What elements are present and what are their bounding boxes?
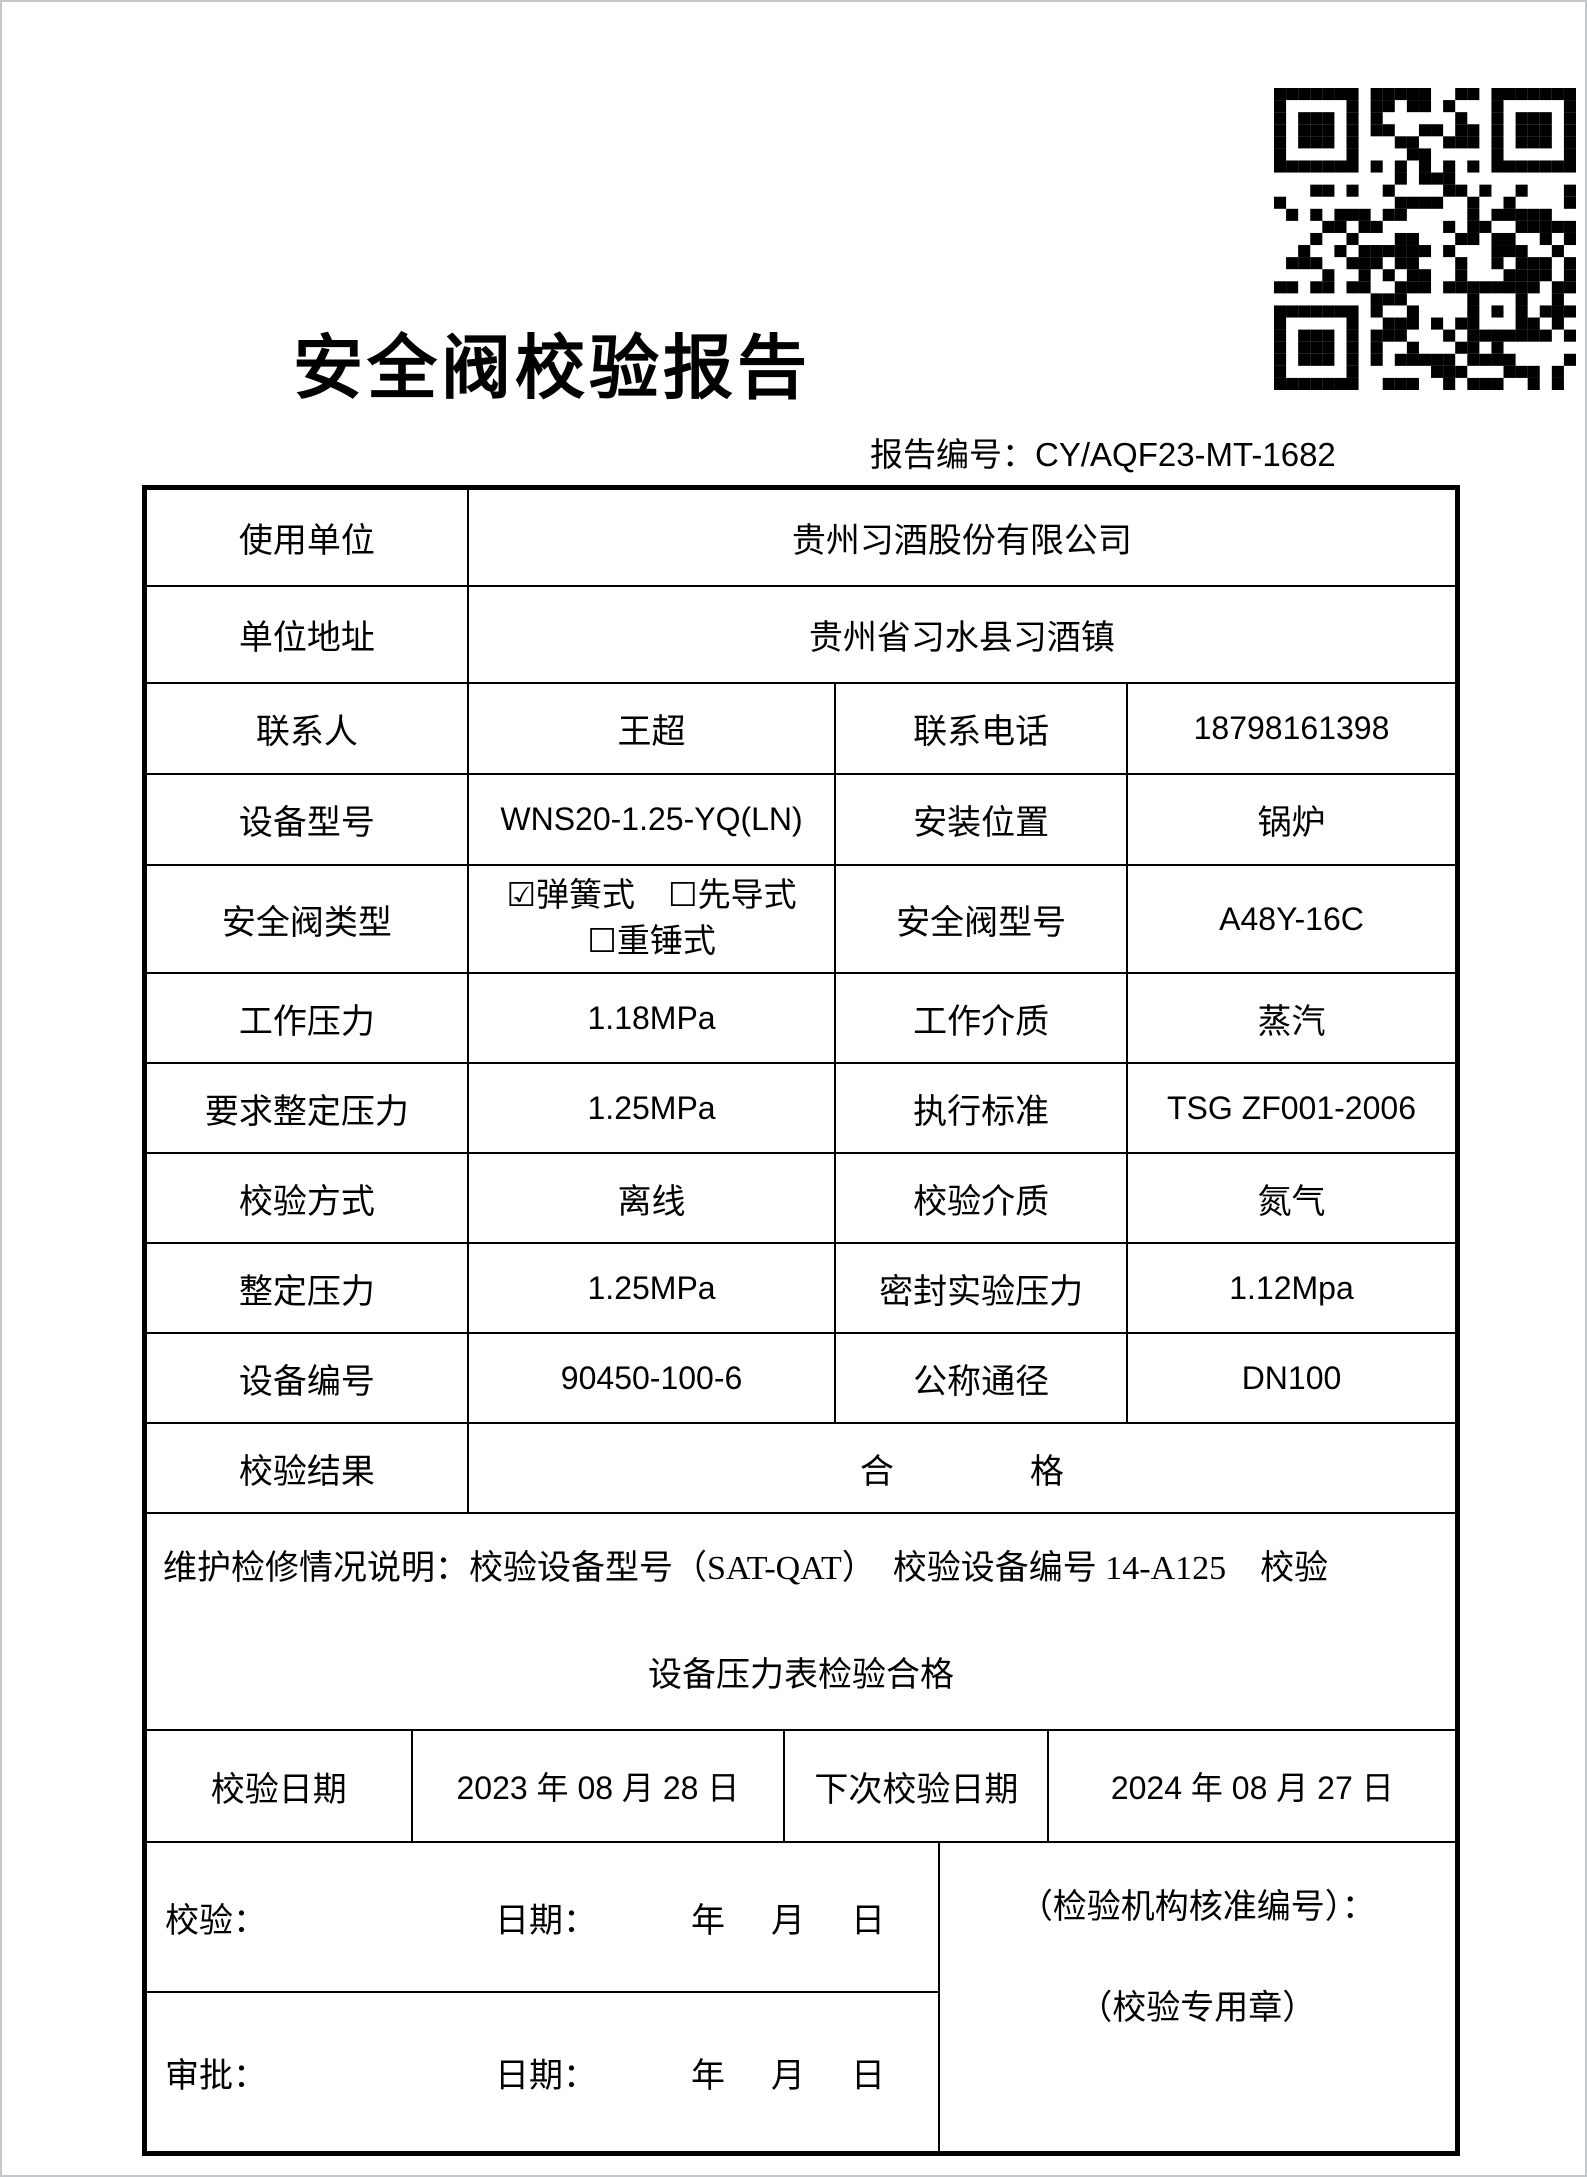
row-maintenance: 维护检修情况说明：校验设备型号（SAT-QAT） 校验设备编号 14-A125 … <box>147 1514 1455 1731</box>
approver-label: 审批： <box>165 2057 267 2095</box>
row-result: 校验结果 合 格 <box>147 1424 1455 1514</box>
seal-test-pressure-label: 密封实验压力 <box>836 1244 1128 1332</box>
phone-value: 18798161398 <box>1193 710 1390 746</box>
install-position-label: 安装位置 <box>836 775 1128 864</box>
required-set-pressure-value: 1.25MPa <box>469 1064 837 1152</box>
approver-ymd: 年 月 日 <box>691 2057 891 2095</box>
set-pressure-value: 1.25MPa <box>469 1244 837 1332</box>
verifier-sign-line: 校验： 日期： 年 月 日 <box>147 1843 938 1993</box>
page-title: 安全阀校验报告 <box>293 331 811 408</box>
row-set-pressure: 整定压力 1.25MPa 密封实验压力 1.12Mpa <box>147 1244 1455 1334</box>
calibration-method-label: 校验方式 <box>147 1154 469 1242</box>
next-calibration-date-value: 2024 年 08 月 27 日 <box>1110 1770 1394 1806</box>
maintenance-note: 维护检修情况说明：校验设备型号（SAT-QAT） 校验设备编号 14-A125 … <box>147 1514 1455 1729</box>
result-value: 合 格 <box>859 1453 1064 1491</box>
stamp-approval-no: （检验机构核准编号）： <box>1018 1889 1376 1926</box>
row-signoff: 校验： 日期： 年 月 日 审批： 日期： 年 月 日 （检验机构核准编号）： … <box>147 1843 1455 2151</box>
row-required-set-pressure: 要求整定压力 1.25MPa 执行标准 TSG ZF001-2006 <box>147 1064 1455 1154</box>
working-medium-value: 蒸汽 <box>1257 1003 1326 1041</box>
contact-value: 王超 <box>469 684 837 773</box>
standard-label: 执行标准 <box>836 1064 1128 1152</box>
calibration-method-value: 离线 <box>469 1154 837 1242</box>
row-usage-unit: 使用单位 贵州习酒股份有限公司 <box>147 490 1455 587</box>
verifier-ymd: 年 月 日 <box>691 1902 891 1940</box>
contact-label: 联系人 <box>147 684 469 773</box>
unit-address-value: 贵州省习水县习酒镇 <box>808 620 1115 657</box>
maintenance-line2: 设备压力表检验合格 <box>648 1657 954 1694</box>
report-table: 使用单位 贵州习酒股份有限公司 单位地址 贵州省习水县习酒镇 联系人 王超 联系… <box>142 485 1460 2156</box>
seal-test-pressure-value: 1.12Mpa <box>1229 1269 1354 1306</box>
nominal-diameter-label: 公称通径 <box>836 1334 1128 1422</box>
usage-unit-value: 贵州习酒股份有限公司 <box>791 523 1132 560</box>
device-no-value: 90450-100-6 <box>469 1334 837 1422</box>
device-model-value: WNS20-1.25-YQ(LN) <box>469 775 837 864</box>
valve-type-option-line2: ☐重锤式 <box>587 924 716 960</box>
valve-model-value: A48Y-16C <box>1219 900 1364 937</box>
verifier-date-label: 日期： <box>495 1902 597 1940</box>
install-position-value: 锅炉 <box>1257 805 1326 842</box>
row-unit-address: 单位地址 贵州省习水县习酒镇 <box>147 587 1455 684</box>
nominal-diameter-value: DN100 <box>1241 1359 1342 1396</box>
working-pressure-value: 1.18MPa <box>469 974 837 1062</box>
verifier-label: 校验： <box>165 1902 267 1940</box>
signoff-left-block: 校验： 日期： 年 月 日 审批： 日期： 年 月 日 <box>147 1843 940 2151</box>
row-valve-type: 安全阀类型 ☑弹簧式 ☐先导式 ☐重锤式 安全阀型号 A48Y-16C <box>147 866 1455 974</box>
valve-type-option-line1: ☑弹簧式 ☐先导式 <box>506 877 797 914</box>
result-label: 校验结果 <box>147 1424 469 1512</box>
calibration-medium-label: 校验介质 <box>836 1154 1128 1242</box>
set-pressure-label: 整定压力 <box>147 1244 469 1332</box>
report-number: 报告编号：CY/AQF23-MT-1682 <box>870 428 1336 476</box>
stamp-area: （检验机构核准编号）： （校验专用章） <box>940 1843 1455 2151</box>
calibration-medium-value: 氮气 <box>1257 1183 1326 1221</box>
calibration-date-value: 2023 年 08 月 28 日 <box>413 1731 786 1841</box>
required-set-pressure-label: 要求整定压力 <box>147 1064 469 1152</box>
standard-value: TSG ZF001-2006 <box>1166 1089 1416 1126</box>
valve-model-label: 安全阀型号 <box>836 866 1128 972</box>
stamp-seal: （校验专用章） <box>1078 1990 1317 2027</box>
approver-sign-line: 审批： 日期： 年 月 日 <box>147 1993 938 2151</box>
report-number-label: 报告编号： <box>870 438 1035 474</box>
row-device-model: 设备型号 WNS20-1.25-YQ(LN) 安装位置 锅炉 <box>147 775 1455 866</box>
working-pressure-label: 工作压力 <box>147 974 469 1062</box>
working-medium-label: 工作介质 <box>836 974 1128 1062</box>
row-working-pressure: 工作压力 1.18MPa 工作介质 蒸汽 <box>147 974 1455 1064</box>
calibration-date-label: 校验日期 <box>147 1731 413 1841</box>
phone-label: 联系电话 <box>836 684 1128 773</box>
unit-address-label: 单位地址 <box>147 587 469 682</box>
device-model-label: 设备型号 <box>147 775 469 864</box>
valve-type-checkboxes: ☑弹簧式 ☐先导式 ☐重锤式 <box>469 866 837 972</box>
row-calibration-method: 校验方式 离线 校验介质 氮气 <box>147 1154 1455 1244</box>
qr-code <box>1274 88 1576 390</box>
report-number-value: CY/AQF23-MT-1682 <box>1035 436 1336 473</box>
device-no-label: 设备编号 <box>147 1334 469 1422</box>
maintenance-line1: 维护检修情况说明：校验设备型号（SAT-QAT） 校验设备编号 14-A125 … <box>163 1550 1329 1587</box>
valve-type-label: 安全阀类型 <box>147 866 469 972</box>
approver-date-label: 日期： <box>495 2057 597 2095</box>
row-dates: 校验日期 2023 年 08 月 28 日 下次校验日期 2024 年 08 月… <box>147 1731 1455 1843</box>
row-device-no: 设备编号 90450-100-6 公称通径 DN100 <box>147 1334 1455 1424</box>
next-calibration-date-label: 下次校验日期 <box>785 1731 1050 1841</box>
usage-unit-label: 使用单位 <box>147 490 469 585</box>
row-contact: 联系人 王超 联系电话 18798161398 <box>147 684 1455 775</box>
